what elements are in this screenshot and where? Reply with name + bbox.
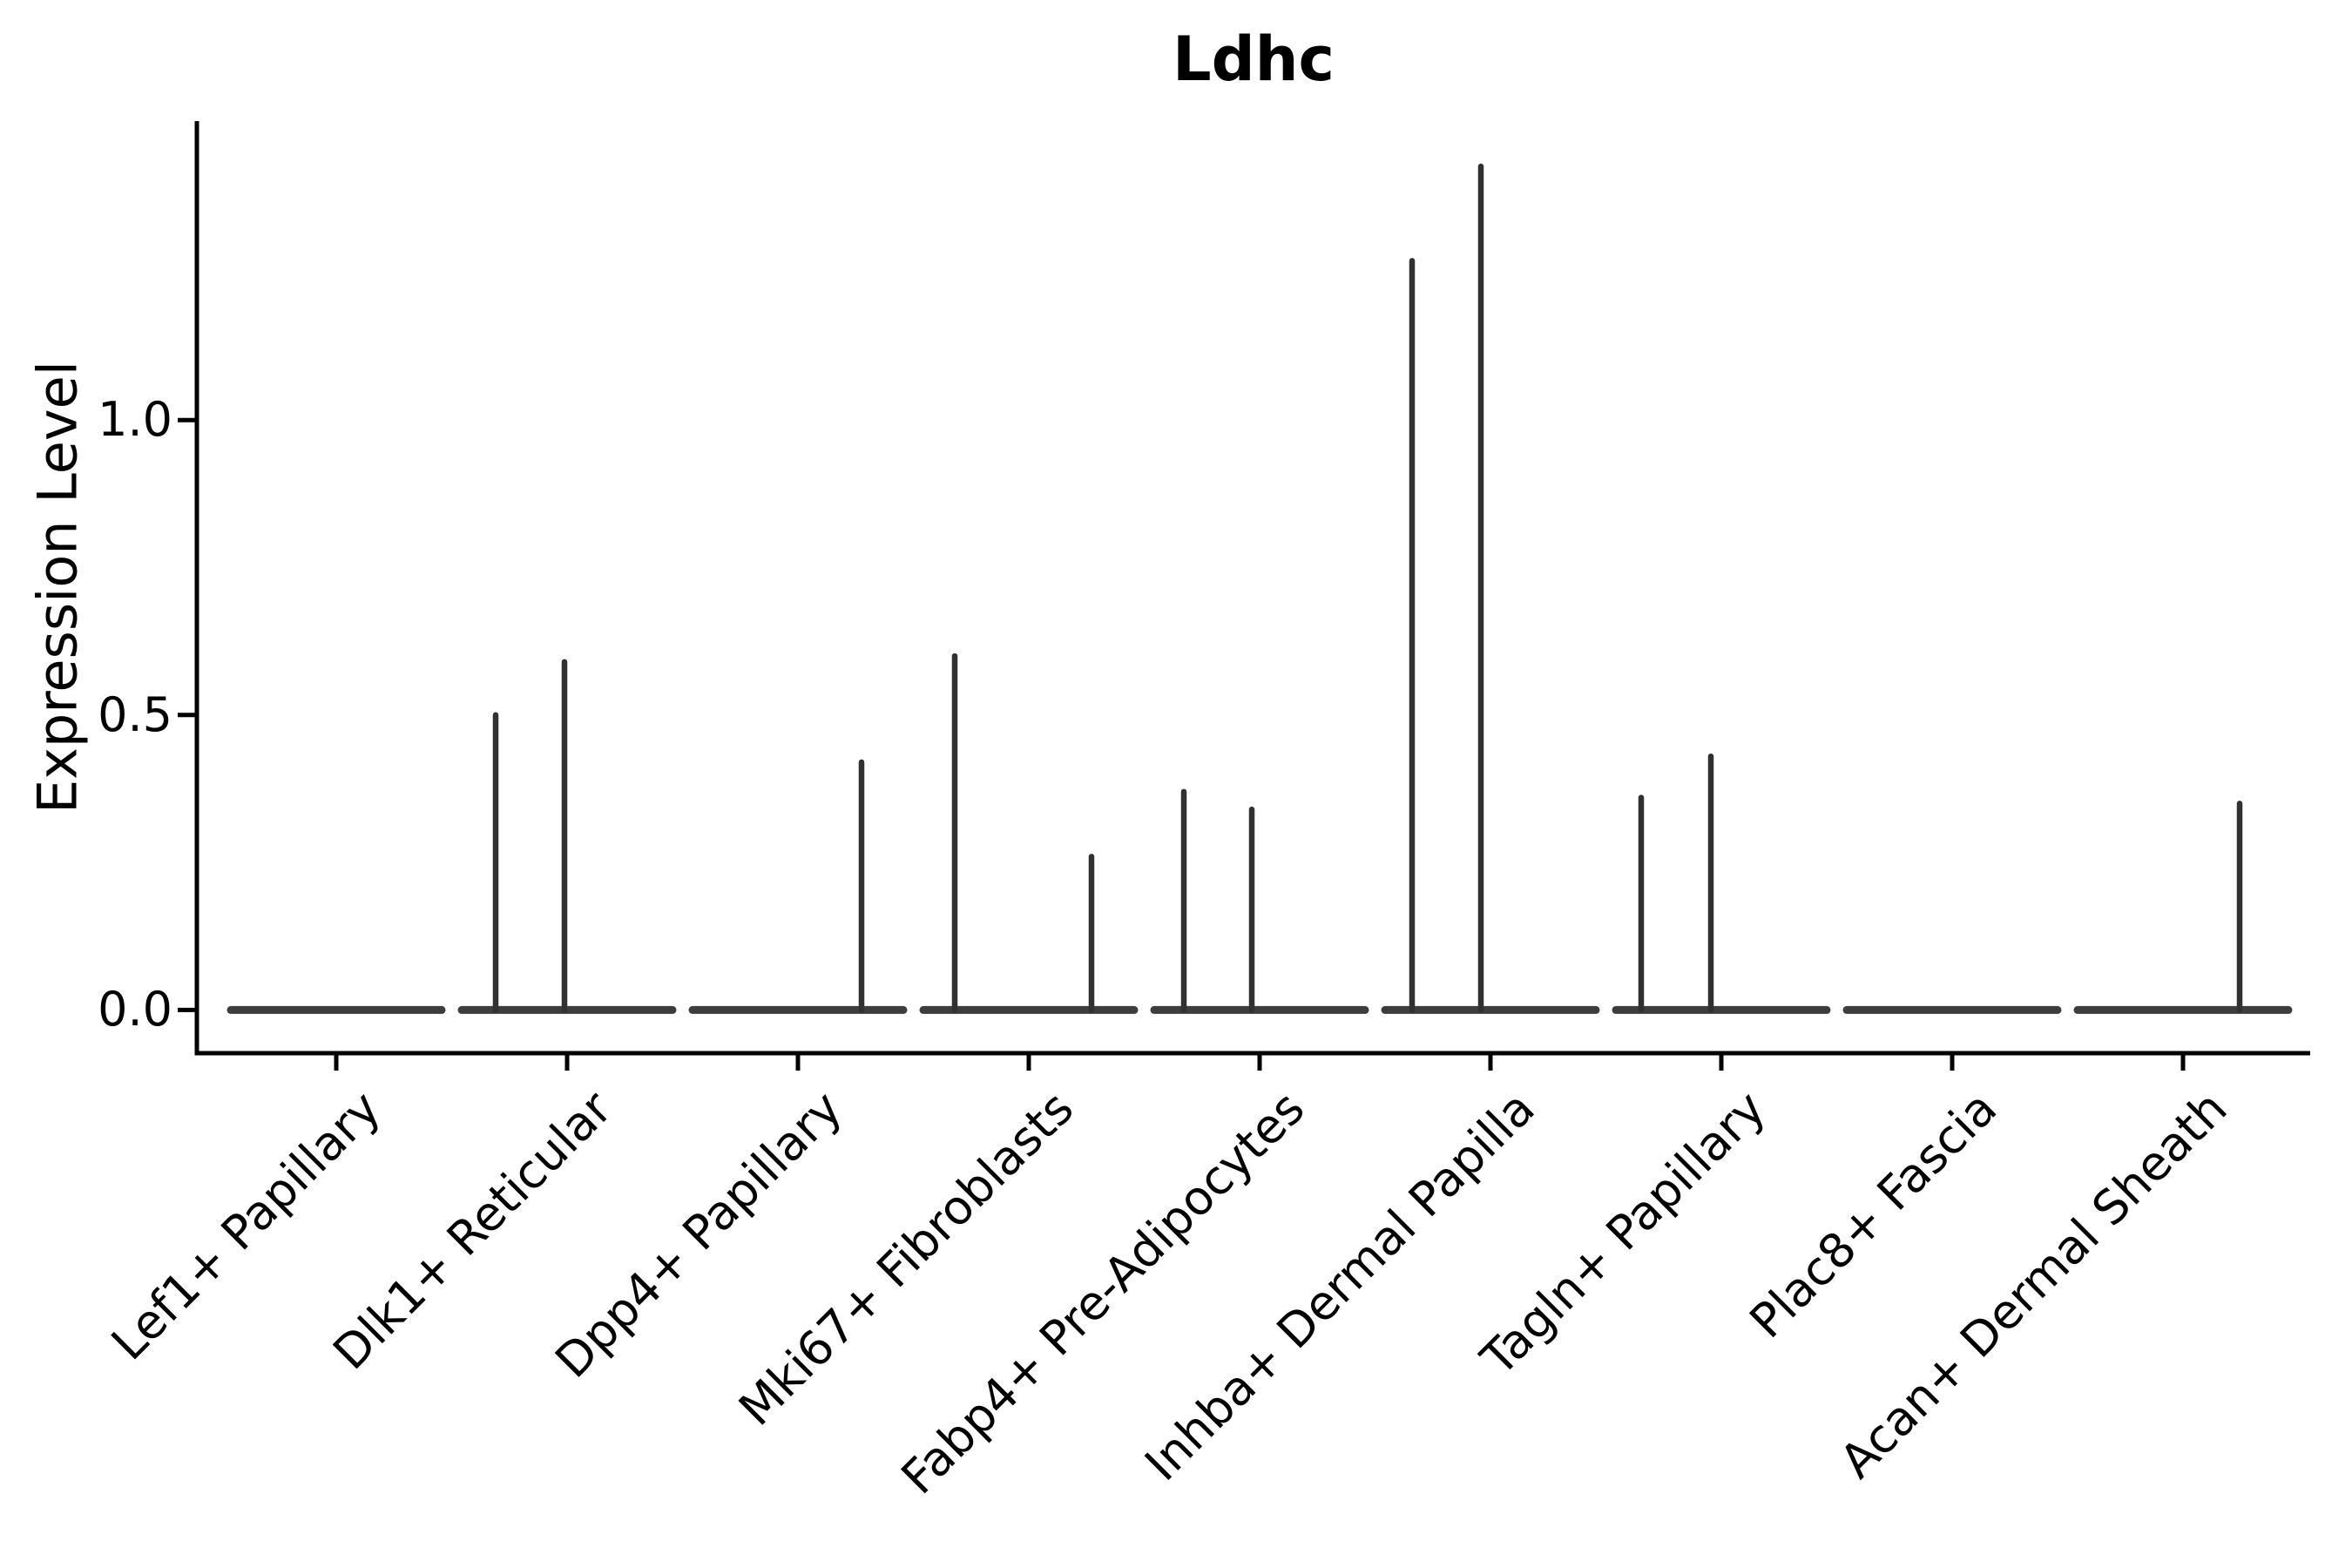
y-tick-label: 1.0 bbox=[98, 392, 172, 448]
y-tick-label: 0.5 bbox=[98, 686, 172, 742]
y-tick-label: 0.0 bbox=[98, 982, 172, 1037]
y-axis-label: Expression Level bbox=[25, 361, 90, 814]
chart-title: Ldhc bbox=[1172, 24, 1335, 95]
